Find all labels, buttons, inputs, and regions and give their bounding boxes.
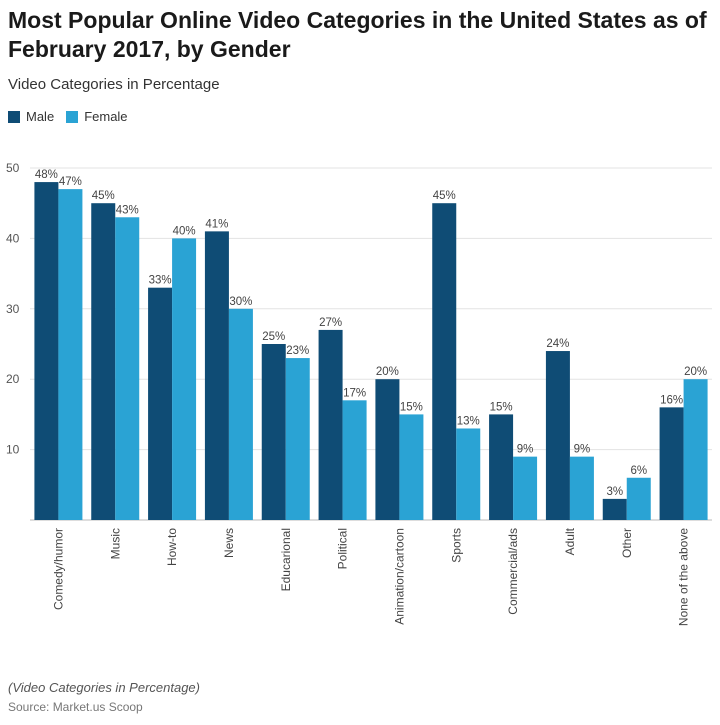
source-note: Source: Market.us Scoop	[8, 700, 143, 714]
legend-item-female: Female	[66, 109, 128, 124]
x-tick-label-10: Other	[620, 528, 634, 558]
bar-male-7	[432, 203, 457, 520]
bar-male-1	[91, 203, 116, 520]
bar-chart: 102030405048%47%Comedy/humor45%43%Music3…	[6, 161, 712, 626]
legend-item-male: Male	[8, 109, 54, 124]
bar-female-8	[513, 456, 538, 520]
bar-female-1	[115, 217, 140, 520]
legend: Male Female	[8, 109, 140, 124]
bar-male-6	[375, 379, 400, 520]
y-tick-label-40: 40	[6, 231, 20, 245]
data-label-male-9: 24%	[546, 338, 569, 350]
bar-female-4	[285, 358, 310, 520]
data-label-female-3: 30%	[229, 296, 252, 308]
chart-subtitle: Video Categories in Percentage	[8, 76, 220, 93]
bar-male-3	[204, 231, 229, 521]
bar-female-10	[626, 477, 651, 520]
data-label-male-6: 20%	[376, 366, 399, 378]
bar-female-7	[456, 428, 481, 520]
data-label-female-10: 6%	[630, 465, 647, 477]
bar-female-11	[683, 379, 708, 520]
x-tick-label-0: Comedy/humor	[51, 528, 65, 610]
data-label-male-7: 45%	[433, 190, 456, 202]
footnote: (Video Categories in Percentage)	[8, 680, 200, 695]
legend-swatch-female	[66, 110, 79, 123]
data-label-male-10: 3%	[606, 486, 623, 498]
x-tick-label-9: Adult	[563, 527, 577, 555]
data-label-female-1: 43%	[116, 204, 139, 216]
y-tick-label-50: 50	[6, 161, 20, 175]
data-label-female-2: 40%	[173, 225, 196, 237]
bar-female-2	[172, 238, 197, 520]
data-label-female-0: 47%	[59, 176, 82, 188]
data-label-female-6: 15%	[400, 401, 423, 413]
data-label-female-8: 9%	[517, 444, 534, 456]
x-tick-label-4: Educarional	[279, 528, 293, 591]
bar-female-5	[342, 400, 367, 520]
data-label-male-5: 27%	[319, 317, 342, 329]
data-label-male-11: 16%	[660, 394, 683, 406]
data-label-male-2: 33%	[149, 275, 172, 287]
y-tick-label-30: 30	[6, 302, 20, 316]
chart-title: Most Popular Online Video Categories in …	[8, 7, 707, 62]
data-label-female-5: 17%	[343, 387, 366, 399]
data-label-female-4: 23%	[286, 345, 309, 357]
legend-label-male: Male	[26, 109, 55, 124]
bar-male-9	[545, 351, 570, 520]
bar-male-8	[489, 414, 514, 520]
bar-male-5	[318, 329, 343, 520]
x-tick-label-7: Sports	[449, 528, 463, 563]
bar-male-2	[148, 287, 173, 520]
bar-female-0	[58, 189, 83, 520]
legend-label-female: Female	[84, 109, 128, 124]
bar-female-3	[228, 308, 253, 520]
data-label-female-11: 20%	[684, 366, 707, 378]
data-label-male-8: 15%	[490, 401, 513, 413]
bar-male-11	[659, 407, 684, 520]
data-label-male-0: 48%	[35, 169, 58, 181]
x-tick-label-2: How-to	[165, 528, 179, 566]
bar-female-9	[569, 456, 594, 520]
y-tick-label-20: 20	[6, 372, 20, 386]
x-tick-label-6: Animation/cartoon	[392, 528, 406, 625]
x-tick-label-3: News	[222, 528, 236, 558]
data-label-male-4: 25%	[262, 331, 285, 343]
legend-swatch-male	[8, 110, 20, 123]
x-tick-label-1: Music	[108, 528, 122, 559]
bar-male-0	[34, 182, 59, 520]
bar-male-4	[261, 344, 286, 520]
bar-male-10	[602, 498, 627, 520]
x-tick-label-5: Political	[336, 528, 350, 569]
x-tick-label-11: None of the above	[677, 528, 691, 626]
y-tick-label-10: 10	[6, 443, 20, 457]
x-tick-label-8: Commercial/ads	[506, 528, 520, 615]
bar-female-6	[399, 414, 424, 520]
data-label-male-3: 41%	[205, 218, 228, 230]
data-label-female-7: 13%	[457, 415, 480, 427]
data-label-male-1: 45%	[92, 190, 115, 202]
data-label-female-9: 9%	[574, 444, 591, 456]
